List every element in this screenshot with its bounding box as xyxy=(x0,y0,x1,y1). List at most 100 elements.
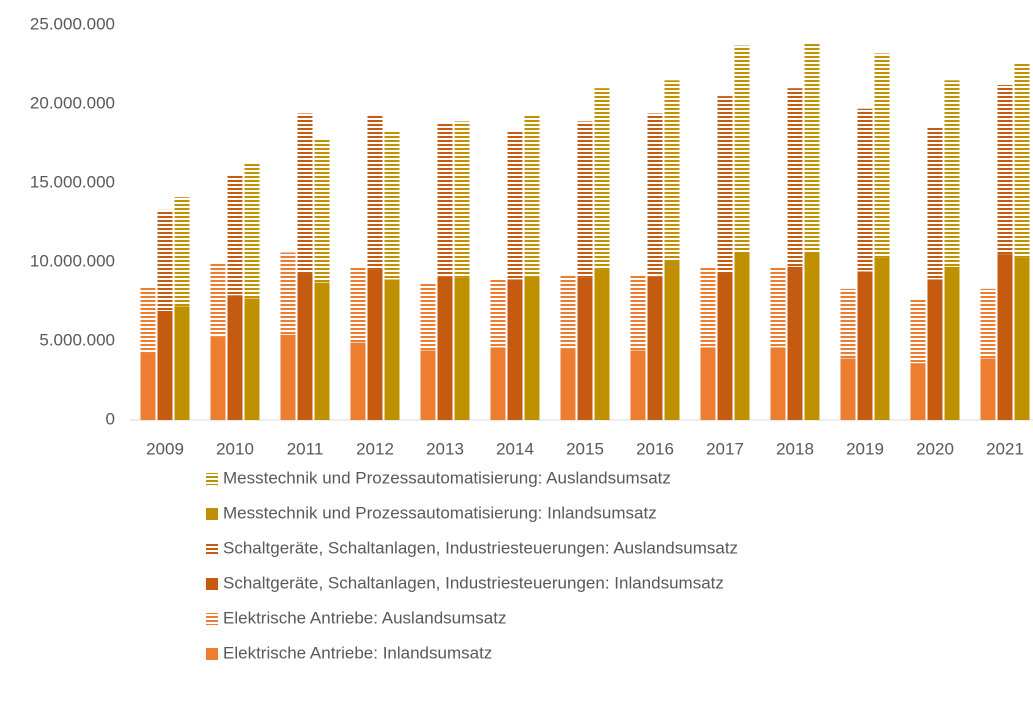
x-tick-label: 2013 xyxy=(426,439,464,458)
bar-segment xyxy=(454,121,470,278)
bar-segment xyxy=(997,254,1013,420)
bar-segment xyxy=(350,342,366,420)
bar-segment xyxy=(560,348,576,420)
legend-label: Messtechnik und Prozessautomatisierung: … xyxy=(223,468,671,487)
x-tick-label: 2019 xyxy=(846,439,884,458)
x-tick-label: 2010 xyxy=(216,439,254,458)
bar-segment xyxy=(700,266,716,348)
bar-segment xyxy=(174,197,190,307)
bar-segment xyxy=(314,138,330,283)
bar-segment xyxy=(734,45,750,253)
legend-swatch xyxy=(206,613,218,625)
bar-segment xyxy=(910,363,926,420)
legend-label: Elektrische Antriebe: Inlandsumsatz xyxy=(223,643,492,662)
legend-swatch xyxy=(206,648,218,660)
y-tick-label: 15.000.000 xyxy=(30,172,115,191)
bar-segment xyxy=(927,127,943,280)
bar-segment xyxy=(1014,257,1030,420)
bar-segment xyxy=(280,334,296,420)
legend-label: Schaltgeräte, Schaltanlagen, Industriest… xyxy=(223,538,738,557)
x-tick-label: 2016 xyxy=(636,439,674,458)
bar-segment xyxy=(577,121,593,278)
y-tick-label: 20.000.000 xyxy=(30,93,115,112)
bar-segment xyxy=(910,299,926,364)
bar-segment xyxy=(524,276,540,420)
bar-segment xyxy=(437,276,453,420)
bar-segment xyxy=(770,347,786,420)
bar-segment xyxy=(140,287,156,353)
legend-swatch xyxy=(206,578,218,590)
bar-segment xyxy=(437,122,453,277)
bar-segment xyxy=(594,88,610,270)
x-tick-label: 2017 xyxy=(706,439,744,458)
bar-segment xyxy=(840,288,856,359)
bar-segment xyxy=(367,269,383,420)
legend-swatch xyxy=(206,473,218,485)
bar-segment xyxy=(384,279,400,420)
bar-segment xyxy=(804,252,820,420)
bar-segment xyxy=(787,88,803,267)
x-tick-label: 2021 xyxy=(986,439,1024,458)
bar-segment xyxy=(804,42,820,253)
bar-segment xyxy=(454,277,470,420)
x-tick-label: 2020 xyxy=(916,439,954,458)
bar-segment xyxy=(350,266,366,343)
x-tick-label: 2011 xyxy=(287,439,324,458)
bar-segment xyxy=(857,271,873,420)
bar-segment xyxy=(700,347,716,420)
bar-segment xyxy=(874,53,890,258)
bar-segment xyxy=(630,350,646,420)
bar-segment xyxy=(157,310,173,420)
bar-segment xyxy=(524,115,540,277)
bar-segment xyxy=(717,273,733,420)
bar-segment xyxy=(1014,62,1030,258)
bar-segment xyxy=(244,298,260,420)
bar-segment xyxy=(997,85,1013,255)
bar-segment xyxy=(227,295,243,420)
bar-segment xyxy=(227,175,243,296)
bar-segment xyxy=(630,274,646,351)
x-tick-label: 2014 xyxy=(496,439,534,458)
bar-segment xyxy=(174,306,190,420)
bar-segment xyxy=(560,274,576,349)
bar-segment xyxy=(980,288,996,359)
y-tick-label: 0 xyxy=(106,409,115,428)
bar-segment xyxy=(770,266,786,348)
bar-segment xyxy=(314,282,330,420)
bar-segment xyxy=(507,279,523,420)
bar-segment xyxy=(420,350,436,420)
x-tick-label: 2015 xyxy=(566,439,604,458)
bar-segment xyxy=(787,266,803,420)
y-tick-label: 10.000.000 xyxy=(30,251,115,270)
bar-segment xyxy=(210,336,226,420)
bar-segment xyxy=(734,252,750,420)
bar-segment xyxy=(490,347,506,420)
bar-segment xyxy=(420,282,436,351)
bar-segment xyxy=(577,277,593,420)
legend-swatch xyxy=(206,508,218,520)
bar-segment xyxy=(857,108,873,272)
bar-segment xyxy=(367,115,383,270)
bar-segment xyxy=(297,113,313,274)
legend-label: Messtechnik und Prozessautomatisierung: … xyxy=(223,503,657,522)
bar-segment xyxy=(647,113,663,277)
y-tick-label: 25.000.000 xyxy=(30,14,115,33)
legend-label: Schaltgeräte, Schaltanlagen, Industriest… xyxy=(223,573,724,592)
bar-segment xyxy=(840,358,856,420)
bar-segment xyxy=(664,262,680,420)
bar-segment xyxy=(927,279,943,420)
bar-segment xyxy=(244,164,260,299)
x-tick-label: 2012 xyxy=(356,439,394,458)
bar-segment xyxy=(384,130,400,280)
bar-segment xyxy=(140,352,156,420)
bar-segment xyxy=(717,96,733,274)
bar-segment xyxy=(647,276,663,420)
bar-segment xyxy=(874,257,890,420)
bar-segment xyxy=(210,262,226,337)
bar-segment xyxy=(664,80,680,262)
legend-label: Elektrische Antriebe: Auslandsumsatz xyxy=(223,608,506,627)
y-tick-label: 5.000.000 xyxy=(39,330,115,349)
bar-segment xyxy=(157,209,173,311)
